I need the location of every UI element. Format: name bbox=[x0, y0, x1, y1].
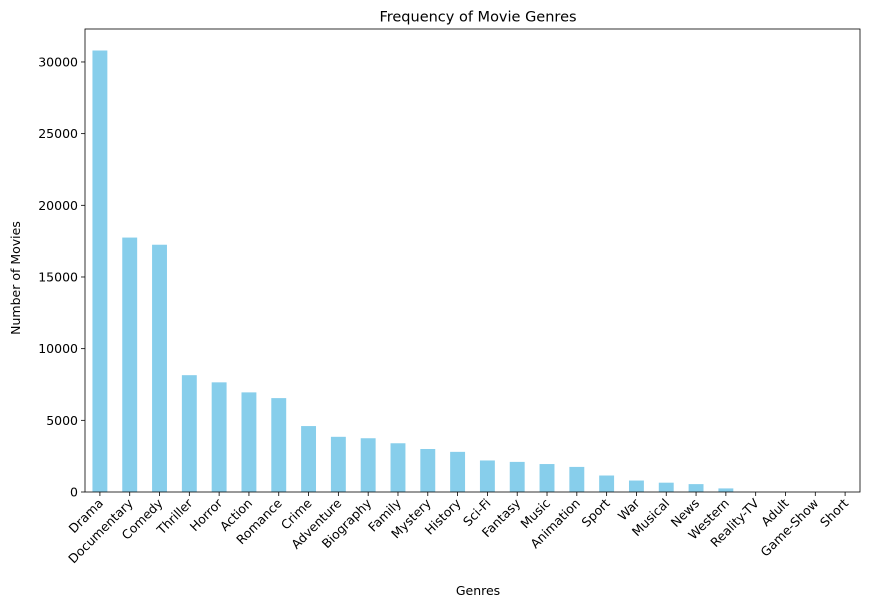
bar-adventure bbox=[330, 436, 346, 492]
bar-sci-fi bbox=[479, 460, 495, 492]
y-tick-label: 25000 bbox=[38, 126, 78, 141]
bar-western bbox=[718, 488, 734, 492]
x-axis-label: Genres bbox=[456, 583, 500, 598]
y-tick-label: 0 bbox=[70, 485, 78, 500]
chart-title: Frequency of Movie Genres bbox=[379, 10, 576, 26]
bar-sport bbox=[599, 475, 615, 492]
bar-war bbox=[628, 480, 644, 492]
bar-crime bbox=[301, 426, 317, 492]
bar-action bbox=[241, 392, 257, 492]
y-tick-label: 30000 bbox=[38, 54, 78, 69]
bar-musical bbox=[658, 482, 674, 492]
y-tick-label: 10000 bbox=[38, 341, 78, 356]
bar-biography bbox=[360, 438, 376, 492]
bar-drama bbox=[92, 50, 108, 492]
bar-news bbox=[688, 484, 704, 492]
bar-thriller bbox=[181, 375, 197, 492]
y-tick-label: 20000 bbox=[38, 198, 78, 213]
y-axis-label: Number of Movies bbox=[8, 221, 23, 335]
bar-horror bbox=[211, 382, 227, 492]
bar-music bbox=[539, 464, 555, 492]
bar-documentary bbox=[122, 237, 138, 492]
bar-mystery bbox=[420, 448, 436, 492]
plot-frame bbox=[84, 28, 861, 493]
bar-history bbox=[450, 451, 466, 492]
bar-comedy bbox=[152, 244, 167, 492]
bar-family bbox=[390, 443, 406, 492]
y-axis: 0 5000 10000 15000 20000 25000 30000 bbox=[38, 54, 85, 500]
bars-group bbox=[92, 50, 734, 492]
bar-romance bbox=[271, 398, 287, 492]
bar-fantasy bbox=[509, 461, 525, 492]
y-tick-label: 5000 bbox=[46, 413, 78, 428]
bar-animation bbox=[569, 466, 585, 492]
y-tick-label: 15000 bbox=[38, 269, 78, 284]
